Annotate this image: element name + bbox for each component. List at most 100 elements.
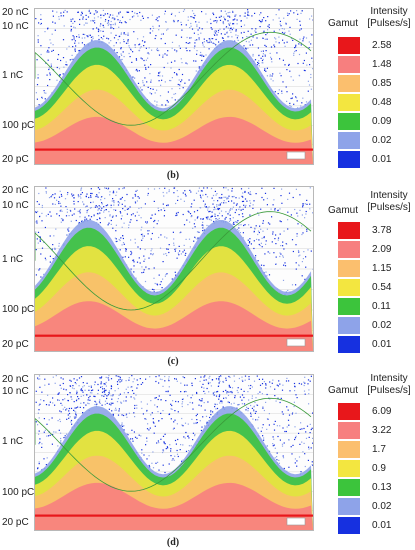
scatter-point [135, 277, 137, 279]
scatter-point [265, 243, 267, 245]
scatter-point [57, 54, 60, 56]
corner-badge [286, 338, 306, 347]
scatter-point [89, 12, 91, 14]
scatter-point [119, 35, 121, 37]
scatter-point [150, 253, 152, 255]
scatter-point [69, 385, 72, 387]
scatter-point [249, 191, 251, 193]
scatter-point [231, 29, 233, 31]
scatter-point [269, 381, 271, 383]
scatter-point [204, 425, 206, 427]
scatter-point [45, 191, 47, 193]
scatter-point [156, 442, 158, 444]
scatter-point [175, 378, 177, 380]
scatter-point [189, 189, 191, 191]
scatter-point [295, 394, 297, 396]
scatter-point [265, 401, 267, 403]
scatter-point [134, 77, 136, 79]
scatter-point [231, 36, 233, 38]
scatter-point [276, 425, 278, 427]
scatter-point [182, 376, 184, 378]
scatter-point [160, 234, 162, 236]
scatter-point [117, 375, 119, 377]
scatter-point [161, 104, 163, 106]
scatter-point [282, 455, 284, 457]
scatter-point [250, 33, 252, 35]
scatter-point [288, 380, 290, 382]
scatter-point [295, 435, 297, 437]
scatter-point [242, 232, 244, 234]
scatter-point [288, 63, 290, 66]
scatter-point [166, 204, 168, 207]
scatter-point [207, 209, 209, 211]
scatter-point [290, 105, 292, 108]
scatter-point [127, 34, 129, 36]
scatter-point [110, 27, 112, 29]
scatter-point [180, 198, 182, 200]
scatter-point [66, 211, 68, 213]
scatter-point [63, 388, 65, 390]
scatter-point [221, 197, 223, 199]
scatter-point [61, 218, 64, 220]
scatter-point [215, 194, 217, 196]
scatter-point [52, 434, 54, 436]
scatter-point [154, 282, 156, 285]
scatter-point [158, 375, 160, 377]
scatter-point [185, 450, 188, 452]
scatter-point [65, 389, 67, 391]
scatter-point [254, 412, 256, 414]
scatter-point [171, 41, 174, 43]
scatter-point [175, 247, 177, 250]
scatter-point [158, 442, 160, 444]
legend-swatch [338, 460, 360, 477]
scatter-point [39, 236, 41, 238]
scatter-point [179, 47, 181, 49]
scatter-point [62, 382, 64, 385]
scatter-point [187, 435, 189, 437]
scatter-point [258, 239, 260, 241]
scatter-point [63, 437, 65, 439]
scatter-point [73, 197, 75, 199]
scatter-point [274, 395, 276, 397]
scatter-point [127, 40, 129, 42]
scatter-point [135, 59, 138, 61]
scatter-point [68, 410, 70, 412]
scatter-point [156, 406, 158, 408]
scatter-point [113, 209, 115, 211]
scatter-point [160, 33, 163, 35]
scatter-point [180, 36, 183, 38]
scatter-point [39, 268, 41, 270]
scatter-point [137, 15, 139, 17]
scatter-point [266, 418, 269, 420]
scatter-point [290, 10, 292, 12]
y-tick-20nc: 20 nC [2, 374, 29, 385]
scatter-point [64, 398, 66, 400]
scatter-point [302, 258, 304, 260]
scatter-point [264, 69, 266, 71]
scatter-point [228, 195, 230, 197]
scatter-point [141, 266, 143, 268]
scatter-point [69, 416, 71, 418]
scatter-point [145, 68, 147, 70]
scatter-point [49, 255, 51, 257]
legend-value: 0.09 [372, 116, 392, 127]
scatter-point [203, 46, 205, 48]
scatter-point [61, 404, 63, 406]
scatter-point [266, 32, 268, 34]
legend-value: 0.02 [372, 501, 392, 512]
scatter-point [285, 380, 288, 382]
scatter-point [179, 232, 181, 234]
scatter-point [93, 17, 96, 19]
scatter-point [236, 37, 238, 39]
scatter-point [295, 268, 297, 270]
scatter-point [235, 30, 237, 32]
scatter-point [166, 446, 168, 448]
scatter-point [233, 202, 235, 204]
scatter-point [160, 281, 162, 283]
scatter-point [200, 405, 202, 407]
scatter-point [131, 390, 134, 392]
scatter-point [75, 416, 77, 418]
scatter-point [260, 242, 262, 244]
scatter-point [241, 200, 244, 203]
scatter-point [37, 35, 39, 37]
